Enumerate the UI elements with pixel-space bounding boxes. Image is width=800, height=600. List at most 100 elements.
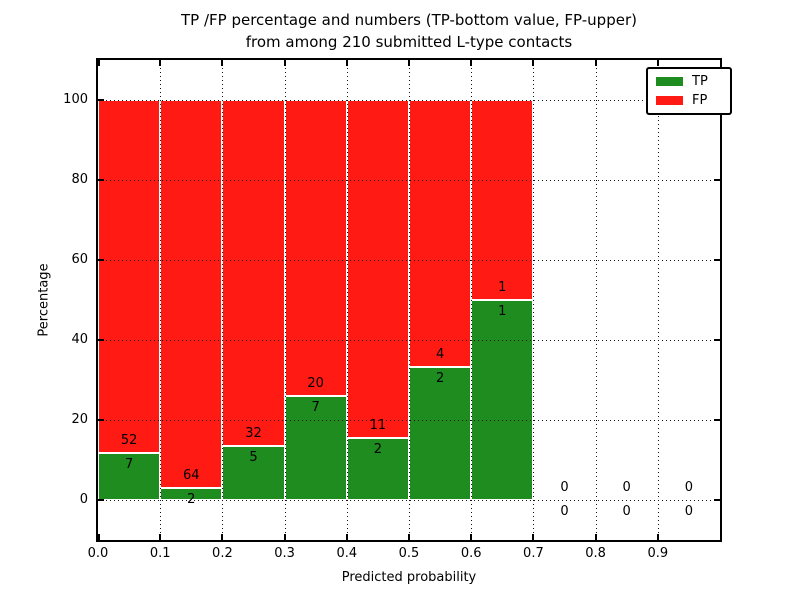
tp-count-bin0: 7 [124, 456, 134, 472]
y-tick-left-20 [98, 419, 104, 421]
gridline-v-0.7 [533, 60, 535, 540]
y-tick-label-0: 0 [79, 492, 88, 507]
tp-count-bin6: 1 [498, 304, 507, 319]
x-tick-label-0.5: 0.5 [398, 546, 420, 561]
x-tick-label-0.0: 0.0 [87, 546, 109, 561]
x-tick-label-0.4: 0.4 [336, 546, 358, 561]
tp-count-bin9: 0 [684, 504, 694, 519]
x-tick-top-0.5 [408, 60, 410, 66]
x-tick-top-0.1 [159, 60, 162, 66]
x-tick-top-0.4 [345, 60, 348, 66]
fp-count-bin3: 20 [307, 376, 324, 392]
bar-tp-bin5 [409, 366, 472, 500]
x-tick-bottom-0.8 [594, 534, 597, 540]
gridline-v-0.8 [595, 60, 597, 540]
x-tick-top-0.6 [470, 60, 473, 66]
y-axis-label: Percentage [36, 263, 52, 337]
y-tick-left-0 [98, 499, 104, 501]
x-tick-label-0.3: 0.3 [274, 546, 295, 561]
chart-title: TP /FP percentage and numbers (TP-bottom… [98, 10, 720, 54]
x-tick-label-0.2: 0.2 [212, 546, 233, 561]
x-tick-bottom-0 [98, 534, 100, 540]
y-tick-right-80 [714, 179, 720, 181]
bar-tp-bin6 [471, 300, 534, 500]
y-tick-left-80 [98, 179, 104, 181]
x-tick-label-0.7: 0.7 [523, 546, 544, 561]
bar-fp-bin0 [98, 100, 161, 453]
y-tick-label-20: 20 [71, 412, 88, 427]
y-tick-right-0 [714, 499, 720, 501]
bar-fp-bin6 [471, 100, 534, 300]
fp-count-bin0: 52 [120, 432, 138, 448]
x-tick-top-0 [98, 60, 100, 66]
y-tick-left-40 [98, 339, 104, 341]
x-tick-top-0.3 [283, 60, 286, 66]
y-tick-right-40 [714, 339, 720, 341]
tp-count-bin5: 2 [435, 370, 445, 386]
x-tick-top-0.9 [656, 60, 659, 66]
fp-count-bin2: 32 [245, 425, 262, 441]
x-tick-label-0.1: 0.1 [149, 546, 171, 561]
x-tick-bottom-0.5 [408, 534, 410, 540]
gridline-v-0.2 [222, 60, 224, 540]
legend-item-tp: TP [656, 75, 722, 88]
fp-count-bin5: 4 [435, 346, 445, 362]
fp-count-bin9: 0 [684, 480, 694, 495]
x-tick-bottom-0.7 [532, 534, 535, 540]
bar-fp-bin5 [409, 100, 472, 367]
gridline-v-0.6 [471, 60, 473, 540]
fp-count-bin8: 0 [622, 480, 631, 495]
y-tick-label-100: 100 [63, 92, 88, 107]
fp-count-bin7: 0 [560, 480, 569, 495]
x-tick-bottom-0.4 [345, 534, 348, 540]
gridline-v-0.1 [160, 60, 162, 540]
x-axis-label: Predicted probability [341, 570, 477, 585]
tp-count-bin2: 5 [249, 449, 258, 465]
x-tick-bottom-0.2 [221, 534, 224, 540]
y-tick-left-60 [98, 259, 104, 261]
bar-fp-bin1 [160, 100, 223, 488]
x-tick-bottom-0.9 [656, 534, 659, 540]
fp-legend-swatch [656, 96, 683, 105]
tp-legend-swatch [656, 77, 683, 86]
gridline-v-0.4 [346, 60, 348, 540]
y-tick-right-60 [714, 259, 720, 261]
plot-area: 52 7 64 2 32 5 20 7 11 2 4 2 1 1 0 0 0 0 0 0 TP FP [96, 58, 732, 542]
bar-tp-bin4 [346, 438, 409, 500]
x-tick-label-0.6: 0.6 [460, 546, 482, 561]
y-tick-label-40: 40 [71, 332, 88, 347]
legend-item-fp: FP [656, 94, 722, 107]
gridline-v-0.3 [284, 60, 286, 540]
x-tick-top-0.7 [532, 60, 535, 66]
fp-count-bin4: 11 [369, 418, 387, 434]
fp-legend-label: FP [692, 93, 708, 108]
x-tick-label-0.9: 0.9 [647, 546, 669, 561]
tp-count-bin8: 0 [622, 504, 631, 519]
chart-title-line2: from among 210 submitted L-type contacts [245, 32, 573, 51]
x-tick-bottom-0.6 [470, 534, 473, 540]
fp-count-bin1: 64 [183, 467, 200, 483]
tp-count-bin4: 2 [373, 442, 383, 458]
bar-tp-bin0 [98, 452, 161, 500]
x-tick-bottom-0.3 [283, 534, 286, 540]
bar-fp-bin3 [284, 100, 347, 397]
tp-count-bin1: 2 [187, 491, 196, 507]
legend: TP FP [646, 67, 732, 115]
y-tick-right-20 [714, 419, 720, 421]
gridline-v-0.9 [657, 60, 659, 540]
tp-count-bin7: 0 [560, 504, 569, 519]
gridline-v-0.5 [409, 60, 410, 540]
x-tick-top-0.2 [221, 60, 224, 66]
bar-fp-bin2 [222, 100, 285, 446]
x-tick-bottom-0.1 [159, 534, 162, 540]
y-tick-label-60: 60 [71, 252, 88, 267]
tp-count-bin3: 7 [311, 400, 320, 416]
x-tick-label-0.8: 0.8 [585, 546, 606, 561]
bar-fp-bin4 [346, 100, 409, 439]
x-tick-top-0.8 [594, 60, 597, 66]
chart-title-line1: TP /FP percentage and numbers (TP-bottom… [181, 11, 637, 29]
y-tick-label-80: 80 [71, 172, 88, 187]
tp-legend-label: TP [692, 74, 708, 89]
y-tick-left-100 [98, 99, 104, 101]
